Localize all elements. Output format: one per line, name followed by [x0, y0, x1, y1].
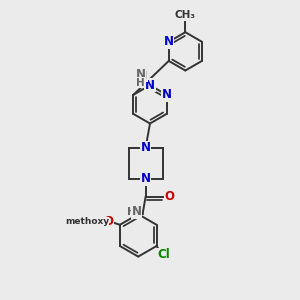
Text: N: N [162, 88, 172, 101]
Text: N: N [141, 141, 151, 154]
Text: Cl: Cl [158, 248, 171, 261]
Text: N: N [145, 79, 155, 92]
Text: H: H [127, 206, 136, 217]
Text: N: N [141, 172, 151, 185]
Text: H: H [136, 78, 145, 88]
Text: N: N [132, 205, 142, 218]
Text: O: O [165, 190, 175, 203]
Text: H: H [138, 71, 147, 81]
Text: N: N [136, 68, 146, 81]
Text: methoxy: methoxy [65, 217, 109, 226]
Text: CH₃: CH₃ [175, 11, 196, 20]
Text: O: O [103, 215, 113, 228]
Text: N: N [164, 35, 174, 48]
